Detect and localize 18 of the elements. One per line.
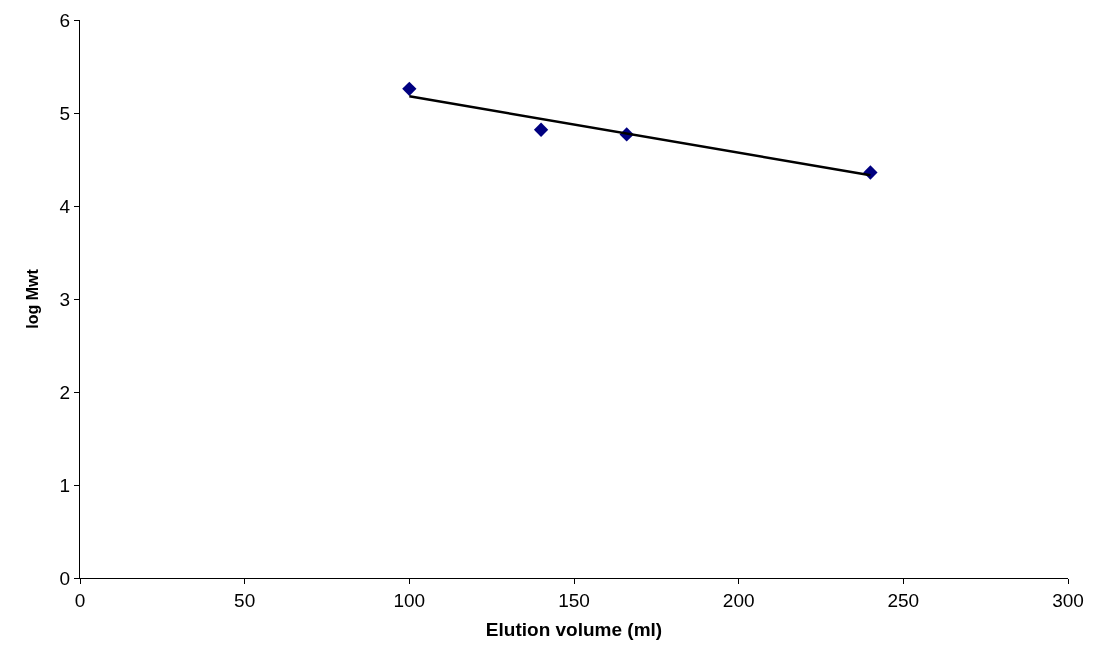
- point: [533, 122, 549, 137]
- y-tick-label: 0: [59, 567, 71, 589]
- x-tick-label: 100: [393, 589, 426, 611]
- y-tick-label: 6: [59, 9, 71, 31]
- x-tick-label: 300: [1052, 589, 1084, 611]
- x-tick-label: 0: [74, 589, 86, 611]
- x-tick-label: 250: [887, 589, 920, 611]
- y-tick-label: 3: [59, 288, 71, 310]
- y-tick-label: 1: [59, 474, 71, 496]
- y-tick-label: 2: [59, 381, 71, 403]
- y-axis-title: log Mwt: [24, 268, 41, 329]
- y-tick-label: 4: [59, 195, 71, 217]
- y-tick-label: 5: [59, 102, 71, 124]
- x-tick-label: 200: [722, 589, 755, 611]
- x-tick-label: 50: [234, 589, 256, 611]
- point: [402, 81, 417, 96]
- x-axis-title: Elution volume (ml): [485, 618, 663, 640]
- x-tick-label: 150: [558, 589, 590, 611]
